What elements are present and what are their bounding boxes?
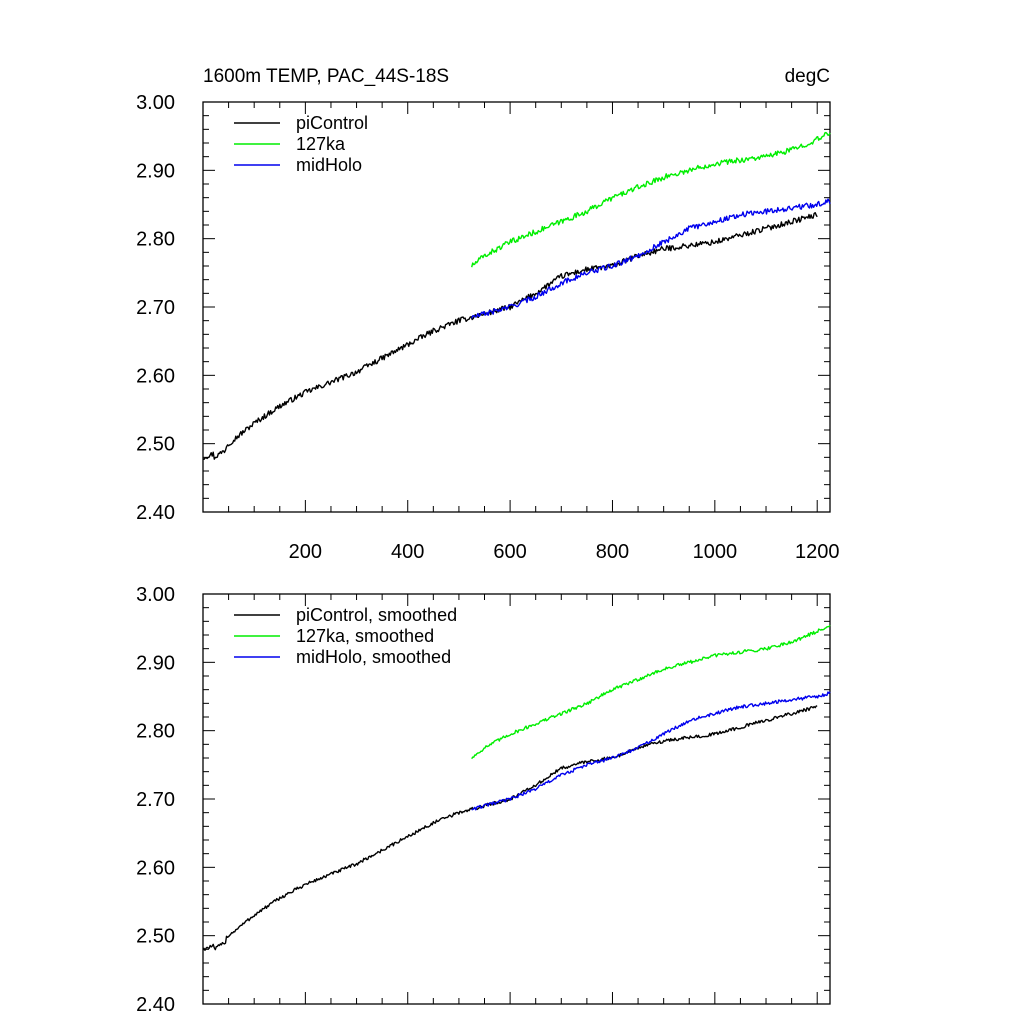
series-line-midholo bbox=[471, 198, 831, 319]
legend-label: midHolo bbox=[296, 155, 362, 175]
legend-label: 127ka, smoothed bbox=[296, 626, 434, 646]
series-line-picontrol bbox=[202, 705, 818, 951]
y-tick-label: 2.60 bbox=[136, 857, 175, 879]
y-tick-label: 2.90 bbox=[136, 160, 175, 182]
y-tick-label: 2.70 bbox=[136, 297, 175, 319]
legend-label: piControl bbox=[296, 113, 368, 133]
x-tick-label: 600 bbox=[493, 541, 526, 563]
y-tick-label: 3.00 bbox=[136, 584, 175, 606]
y-tick-label: 2.60 bbox=[136, 365, 175, 387]
x-tick-label: 800 bbox=[596, 541, 629, 563]
x-tick-label: 400 bbox=[391, 541, 424, 563]
y-tick-label: 2.50 bbox=[136, 434, 175, 456]
y-tick-label: 2.80 bbox=[136, 721, 175, 743]
x-tick-label: 1000 bbox=[693, 541, 738, 563]
series-line-picontrol bbox=[202, 211, 818, 460]
series-line-127ka bbox=[471, 624, 831, 760]
legend-label: 127ka bbox=[296, 134, 346, 154]
y-tick-label: 2.80 bbox=[136, 229, 175, 251]
y-tick-label: 2.40 bbox=[136, 502, 175, 524]
y-tick-label: 2.40 bbox=[136, 994, 175, 1016]
y-tick-label: 2.90 bbox=[136, 652, 175, 674]
units-label: degC bbox=[785, 66, 830, 87]
chart-title: 1600m TEMP, PAC_44S-18S bbox=[203, 66, 449, 87]
series-line-midholo bbox=[471, 691, 831, 811]
top-panel: 2.40 2.50 2.60 2.70 2.80 2.90 3.00 200 400 600 800… bbox=[136, 92, 839, 563]
x-tick-label: 200 bbox=[289, 541, 322, 563]
bottom-panel: 2.40 2.50 2.60 2.70 2.80 2.90 3.00 piControl, s… bbox=[136, 584, 831, 1016]
series-line-127ka bbox=[471, 131, 831, 268]
y-tick-label: 3.00 bbox=[136, 92, 175, 114]
x-tick-label: 1200 bbox=[795, 541, 840, 563]
y-tick-label: 2.50 bbox=[136, 926, 175, 948]
legend-label: piControl, smoothed bbox=[296, 605, 457, 625]
y-tick-label: 2.70 bbox=[136, 789, 175, 811]
legend-label: midHolo, smoothed bbox=[296, 647, 451, 667]
